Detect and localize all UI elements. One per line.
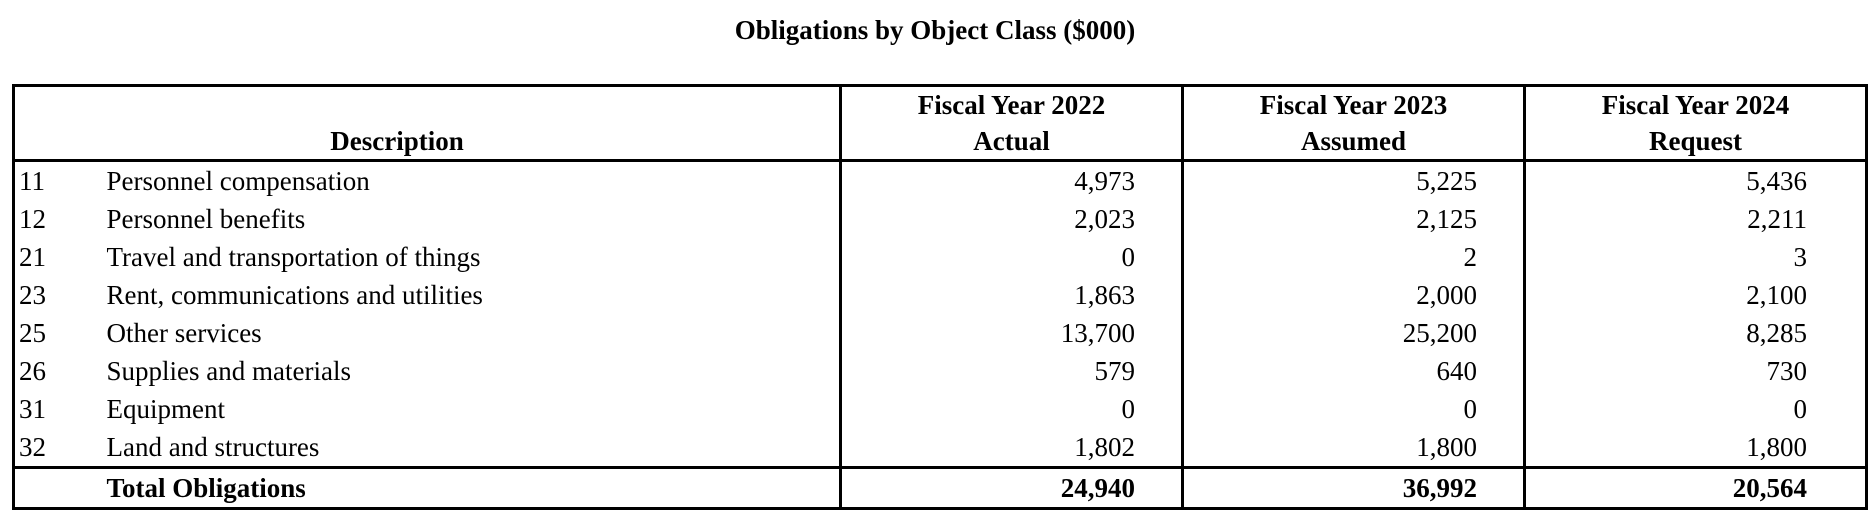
header-row: Description Fiscal Year 2022 Actual Fisc… (13, 85, 1867, 162)
fy2023-value: 2 (1181, 238, 1525, 276)
fy2022-value: 13,700 (839, 314, 1183, 352)
object-class-code: 31 (19, 394, 46, 424)
fy2022-value: 0 (839, 390, 1183, 428)
fy2024-value: 8,285 (1523, 314, 1867, 352)
object-class-description: Supplies and materials (106, 356, 351, 386)
column-header-fy2022-status: Actual (973, 126, 1050, 156)
fy2024-value: 3 (1523, 238, 1867, 276)
page-title: Obligations by Object Class ($000) (734, 15, 1136, 45)
object-class-description: Personnel benefits (106, 204, 306, 234)
object-class-code: 25 (19, 318, 46, 348)
fy2023-value: 640 (1181, 352, 1525, 390)
fy2022-value: 0 (839, 238, 1183, 276)
column-header-fy2022-year: Fiscal Year 2022 (917, 90, 1106, 120)
fy2024-value: 0 (1523, 390, 1867, 428)
table-row: 31 Equipment 0 0 0 (14, 390, 1867, 428)
column-header-fy2024-year: Fiscal Year 2024 (1601, 90, 1790, 120)
column-header-fy2024-status: Request (1649, 126, 1743, 156)
object-class-description: Other services (106, 318, 262, 348)
fy2023-value: 1,800 (1181, 428, 1525, 468)
fy2024-value: 2,211 (1523, 200, 1867, 238)
column-header-fy2024: Fiscal Year 2024 Request (1523, 85, 1867, 162)
fy2022-value: 2,023 (839, 200, 1183, 238)
fy2024-value: 2,100 (1523, 276, 1867, 314)
table-row: 23 Rent, communications and utilities 1,… (14, 276, 1867, 314)
total-fy2024-value: 20,564 (1523, 466, 1867, 509)
object-class-code: 23 (19, 280, 46, 310)
object-class-code: 26 (19, 356, 46, 386)
fy2022-value: 1,863 (839, 276, 1183, 314)
object-class-code: 21 (19, 242, 46, 272)
fy2022-value: 1,802 (839, 428, 1183, 468)
column-header-fy2022: Fiscal Year 2022 Actual (839, 85, 1183, 162)
object-class-description: Rent, communications and utilities (106, 280, 483, 310)
table-row: 11 Personnel compensation 4,973 5,225 5,… (14, 160, 1867, 200)
total-fy2023-value: 36,992 (1181, 466, 1525, 509)
column-header-fy2023: Fiscal Year 2023 Assumed (1181, 85, 1525, 162)
fy2024-value: 5,436 (1523, 160, 1867, 200)
object-class-code: 11 (19, 166, 45, 196)
fy2023-value: 5,225 (1181, 160, 1525, 200)
object-class-description: Personnel compensation (106, 166, 370, 196)
column-header-fy2023-year: Fiscal Year 2023 (1259, 90, 1448, 120)
total-code-cell (13, 466, 107, 509)
total-row: Total Obligations 24,940 36,992 20,564 (13, 466, 1867, 509)
fy2022-value: 579 (839, 352, 1183, 390)
object-class-code: 12 (19, 204, 46, 234)
table-row: 21 Travel and transportation of things 0… (14, 238, 1867, 276)
fy2023-value: 2,125 (1181, 200, 1525, 238)
table-row: 32 Land and structures 1,802 1,800 1,800 (14, 428, 1867, 468)
table-row: 12 Personnel benefits 2,023 2,125 2,211 (14, 200, 1867, 238)
object-class-description: Equipment (106, 394, 225, 424)
column-header-fy2023-status: Assumed (1301, 126, 1407, 156)
fy2024-value: 1,800 (1523, 428, 1867, 468)
fy2023-value: 2,000 (1181, 276, 1525, 314)
object-class-code: 32 (19, 432, 46, 462)
total-label: Total Obligations (106, 466, 841, 509)
fy2023-value: 0 (1181, 390, 1525, 428)
total-fy2022-value: 24,940 (839, 466, 1183, 509)
fy2022-value: 4,973 (839, 160, 1183, 200)
object-class-description: Land and structures (106, 432, 320, 462)
fy2023-value: 25,200 (1181, 314, 1525, 352)
object-class-description: Travel and transportation of things (106, 242, 481, 272)
column-header-description: Description (13, 85, 841, 162)
obligations-table: Description Fiscal Year 2022 Actual Fisc… (12, 84, 1869, 510)
fy2024-value: 730 (1523, 352, 1867, 390)
table-row: 26 Supplies and materials 579 640 730 (14, 352, 1867, 390)
table-row: 25 Other services 13,700 25,200 8,285 (14, 314, 1867, 352)
